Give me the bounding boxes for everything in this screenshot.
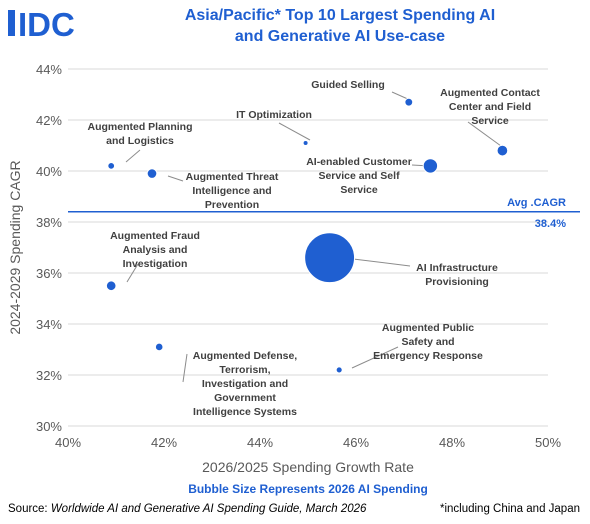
bubble-label-line: Center and Field xyxy=(449,101,531,113)
bubble-label-line: AI-enabled Customer xyxy=(306,156,412,168)
bubble-label-line: Augmented Public xyxy=(382,322,474,334)
bubble-chart: 30% 32% 34% 36% 38% 40% 42% 44% 40% 42% 44% 46% 48% 5… xyxy=(7,62,580,496)
bubble xyxy=(304,232,356,284)
source-note: Source: Worldwide AI and Generative AI S… xyxy=(8,503,367,515)
bubble-label: Augmented Fraud Analysis and Investigation xyxy=(110,230,200,270)
bubble-label-line: Government xyxy=(214,392,276,404)
y-tick-label: 38% xyxy=(36,215,62,230)
bubble xyxy=(107,162,116,170)
bubble-label-line: Terrorism, xyxy=(219,364,270,376)
bubble-label: Guided Selling xyxy=(311,79,385,91)
bubble-label-line: Safety and xyxy=(401,336,454,348)
bubble-label: IT Optimization xyxy=(236,109,312,121)
y-tick-label: 32% xyxy=(36,368,62,383)
bubble xyxy=(496,144,509,157)
bubble-label-line: Provisioning xyxy=(425,276,489,288)
y-tick-label: 40% xyxy=(36,164,62,179)
leader-line xyxy=(167,175,184,182)
x-tick-label: 44% xyxy=(247,435,273,450)
x-axis-label: 2026/2025 Spending Growth Rate xyxy=(202,459,414,475)
bubble xyxy=(404,97,414,107)
idc-logo: IDC xyxy=(8,6,75,40)
bubble-label-line: Augmented Fraud xyxy=(110,230,200,242)
chart-title-line1: Asia/Pacific* Top 10 Largest Spending AI xyxy=(184,7,496,24)
bubble xyxy=(422,158,439,174)
y-tick-label: 42% xyxy=(36,113,62,128)
y-tick-label: 34% xyxy=(36,317,62,332)
bubble-label-line: Investigation and xyxy=(202,378,288,390)
chart-title-line2: and Generative AI Use-case xyxy=(234,28,446,45)
leader-line xyxy=(182,353,188,383)
bubble-label: Augmented Defense, Terrorism, Investigatio… xyxy=(193,350,298,418)
leader-line xyxy=(351,346,399,369)
bubble-label-line: Service xyxy=(471,115,509,127)
x-tick-label: 50% xyxy=(535,435,561,450)
y-axis-label: 2024-2029 Spending CAGR xyxy=(7,160,23,334)
y-tick-label: 36% xyxy=(36,266,62,281)
footnote: *including China and Japan xyxy=(439,503,580,515)
bubble-label-line: IT Optimization xyxy=(236,109,312,121)
bubble-label: Augmented Public Safety and Emergency Resp… xyxy=(373,322,483,362)
bubble-label: Augmented Planning and Logistics xyxy=(88,121,193,147)
bubble-label: Augmented Threat Intelligence and Preventi… xyxy=(186,171,279,211)
bubble xyxy=(154,342,164,352)
bubble xyxy=(335,366,343,374)
bubble-label-line: Augmented Defense, xyxy=(193,350,298,362)
bubble-label-line: Augmented Threat xyxy=(186,171,279,183)
avg-cagr-value: 38.4% xyxy=(535,218,566,230)
bubble-label-line: Service xyxy=(340,184,378,196)
leader-line xyxy=(125,149,141,163)
leader-line xyxy=(467,121,502,147)
bubble xyxy=(302,139,309,146)
x-tick-label: 48% xyxy=(439,435,465,450)
bubble-label-line: Prevention xyxy=(205,199,259,211)
avg-cagr-label: Avg .CAGR xyxy=(507,197,566,209)
x-tick-label: 40% xyxy=(55,435,81,450)
svg-text:IDC: IDC xyxy=(18,6,75,40)
bubble-label-line: Augmented Planning xyxy=(88,121,193,133)
bubble-label: Augmented Contact Center and Field Service xyxy=(440,87,540,127)
y-tick-label: 44% xyxy=(36,62,62,77)
bubble-label-line: Intelligence and xyxy=(192,185,271,197)
bubble-label-line: Guided Selling xyxy=(311,79,385,91)
leader-line xyxy=(344,257,411,267)
bubble-size-note: Bubble Size Represents 2026 AI Spending xyxy=(188,482,428,496)
bubble xyxy=(105,280,117,292)
y-tick-label: 30% xyxy=(36,419,62,434)
bubble xyxy=(146,168,158,179)
bubble-label-line: Emergency Response xyxy=(373,350,483,362)
bubble-label: AI Infrastructure Provisioning xyxy=(416,262,498,288)
bubble-label: AI-enabled Customer Service and Self Servi… xyxy=(306,156,412,196)
bubble-label-line: Service and Self xyxy=(318,170,400,182)
x-tick-label: 46% xyxy=(343,435,369,450)
bubble-label-line: Intelligence Systems xyxy=(193,406,297,418)
bubble-label-line: AI Infrastructure xyxy=(416,262,498,274)
leader-line xyxy=(126,263,139,283)
leader-line xyxy=(278,122,311,141)
bubble-label-line: and Logistics xyxy=(106,135,174,147)
bubble-label-line: Investigation xyxy=(123,258,188,270)
bubble-label-line: Augmented Contact xyxy=(440,87,540,99)
bubble-label-line: Analysis and xyxy=(123,244,188,256)
x-tick-label: 42% xyxy=(151,435,177,450)
